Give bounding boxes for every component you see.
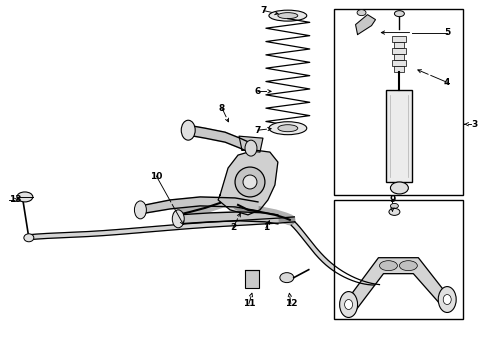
Ellipse shape (134, 201, 147, 219)
Bar (387, 90, 413, 182)
Ellipse shape (443, 294, 451, 305)
Text: 12: 12 (285, 299, 297, 308)
Text: 6: 6 (255, 87, 261, 96)
Polygon shape (188, 125, 251, 153)
Text: 4: 4 (444, 78, 450, 87)
Ellipse shape (344, 300, 353, 310)
Ellipse shape (278, 125, 298, 132)
Text: 7: 7 (261, 6, 267, 15)
Bar (392, 36, 406, 42)
Ellipse shape (340, 292, 358, 318)
Ellipse shape (438, 287, 456, 312)
Ellipse shape (389, 208, 400, 215)
Text: 13: 13 (9, 195, 22, 204)
Ellipse shape (394, 11, 404, 17)
Text: 7: 7 (255, 126, 261, 135)
Ellipse shape (278, 13, 298, 19)
Bar (394, 42, 404, 48)
Ellipse shape (280, 273, 294, 283)
Ellipse shape (17, 192, 33, 202)
Ellipse shape (357, 10, 366, 15)
Ellipse shape (172, 210, 184, 228)
Text: 3: 3 (471, 120, 477, 129)
Ellipse shape (243, 175, 257, 189)
Ellipse shape (391, 203, 398, 208)
Bar (392, 60, 406, 66)
Polygon shape (141, 197, 258, 214)
Ellipse shape (181, 120, 195, 140)
Polygon shape (218, 150, 278, 215)
Ellipse shape (269, 10, 307, 21)
Polygon shape (291, 222, 379, 285)
Polygon shape (28, 217, 295, 240)
Polygon shape (239, 136, 263, 152)
Text: 10: 10 (150, 171, 163, 180)
Text: 11: 11 (243, 299, 255, 308)
Ellipse shape (391, 182, 408, 194)
Bar (394, 54, 404, 60)
Text: 5: 5 (444, 28, 450, 37)
Bar (334, 9, 463, 195)
Ellipse shape (235, 167, 265, 197)
Polygon shape (178, 212, 278, 224)
Polygon shape (356, 15, 375, 35)
Bar (334, 200, 463, 319)
Ellipse shape (24, 234, 34, 242)
Ellipse shape (379, 261, 397, 271)
Text: 2: 2 (230, 223, 236, 232)
Bar (392, 48, 406, 54)
Ellipse shape (245, 140, 257, 156)
Bar (394, 66, 404, 72)
Polygon shape (353, 258, 443, 315)
Bar (245, 270, 259, 288)
Ellipse shape (399, 261, 417, 271)
Ellipse shape (269, 122, 307, 135)
Text: 8: 8 (219, 104, 225, 113)
Text: 1: 1 (263, 223, 269, 232)
Text: 9: 9 (389, 195, 395, 204)
